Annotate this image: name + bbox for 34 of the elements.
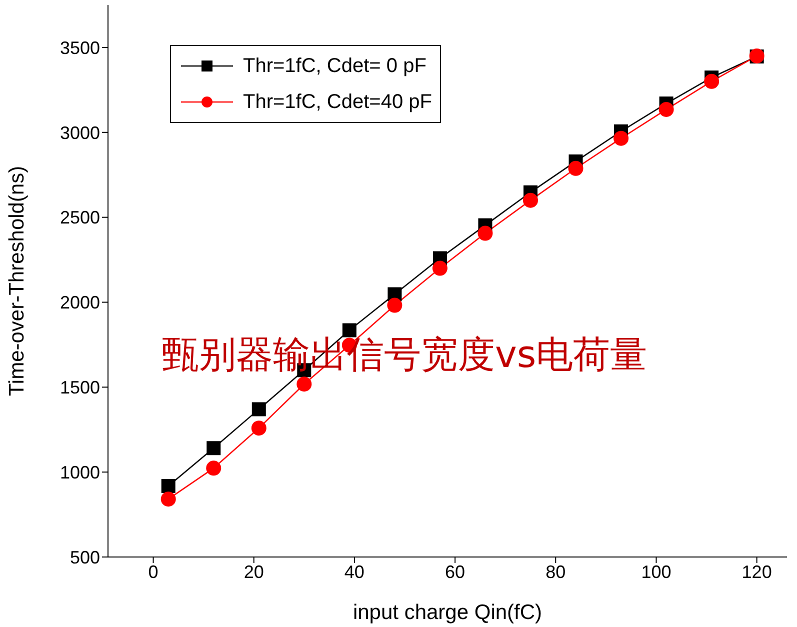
point bbox=[432, 260, 448, 276]
point bbox=[704, 74, 720, 89]
point bbox=[478, 226, 493, 241]
y-tick-label: 2000 bbox=[60, 292, 100, 313]
point bbox=[342, 323, 356, 338]
point bbox=[296, 376, 312, 392]
y-tick-label: 500 bbox=[70, 547, 100, 568]
point bbox=[161, 479, 176, 494]
y-tick-label: 2500 bbox=[60, 208, 100, 228]
x-tick-label: 80 bbox=[546, 562, 566, 582]
point bbox=[252, 402, 266, 416]
x-tick-label: 120 bbox=[742, 562, 772, 582]
x-tick-label: 100 bbox=[641, 562, 672, 582]
y-axis-title: Time-over-Threshold(ns) bbox=[5, 166, 28, 396]
point bbox=[658, 102, 674, 117]
point bbox=[522, 192, 538, 208]
y-tick-label: 3000 bbox=[60, 122, 100, 143]
legend-label: Thr=1fC, Cdet= 0 pF bbox=[243, 54, 426, 79]
y-tick-label: 3500 bbox=[60, 38, 100, 58]
y-tick-label: 1000 bbox=[60, 462, 100, 482]
point bbox=[206, 441, 221, 456]
y-tick-label: 1500 bbox=[60, 378, 100, 398]
point bbox=[251, 420, 266, 436]
point bbox=[160, 492, 176, 507]
legend-label: Thr=1fC, Cdet=40 pF bbox=[243, 90, 432, 115]
x-tick-label: 40 bbox=[344, 562, 364, 582]
point bbox=[614, 130, 629, 146]
point bbox=[387, 298, 402, 313]
point bbox=[206, 460, 222, 476]
x-tick-label: 20 bbox=[244, 562, 264, 582]
x-axis-title: input charge Qin(fC) bbox=[352, 601, 542, 624]
point bbox=[568, 160, 584, 176]
x-tick-label: 0 bbox=[148, 562, 158, 582]
x-tick-label: 60 bbox=[445, 562, 466, 582]
